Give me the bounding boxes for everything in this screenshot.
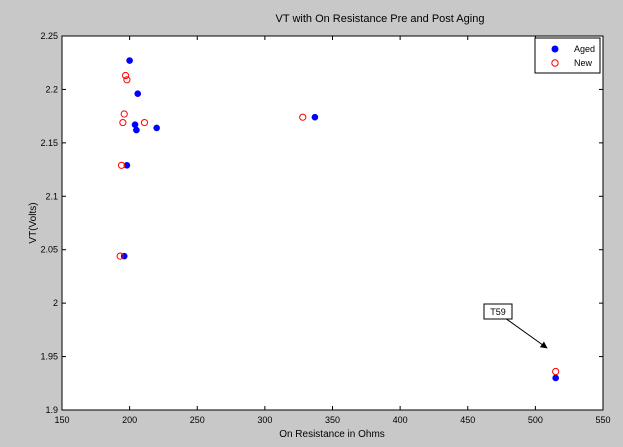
x-tick-label: 300 — [257, 415, 272, 425]
x-tick-label: 500 — [528, 415, 543, 425]
legend-marker-new — [551, 59, 559, 67]
annotation-box — [483, 303, 513, 320]
y-tick-label: 2.25 — [40, 31, 58, 41]
y-axis-ticks: 1.9 1.95 2 2.05 2.1 2.15 2.2 2.25 — [40, 31, 603, 415]
y-axis-label: VT(Volts) — [28, 202, 39, 243]
x-tick-label: 150 — [54, 415, 69, 425]
point-new — [552, 367, 560, 376]
point-aged — [123, 161, 131, 169]
x-tick-label: 350 — [325, 415, 340, 425]
plot-area — [61, 35, 604, 411]
x-axis-label: On Resistance in Ohms — [279, 429, 385, 440]
point-new — [120, 110, 128, 118]
y-tick-label: 2.05 — [40, 245, 58, 255]
annotation: T59 — [483, 303, 548, 349]
legend-label-aged: Aged — [574, 44, 595, 54]
y-tick-label: 1.9 — [45, 405, 58, 415]
legend-marker-aged — [551, 45, 559, 53]
y-tick-label: 1.95 — [40, 352, 58, 362]
point-new — [121, 71, 130, 80]
point-aged — [131, 121, 139, 128]
x-tick-label: 400 — [393, 415, 408, 425]
point-new — [116, 252, 124, 260]
point-new — [140, 118, 149, 127]
chart-title: VT with On Resistance Pre and Post Aging — [276, 13, 485, 25]
point-aged — [134, 90, 142, 98]
point-new — [117, 161, 126, 169]
legend-label-new: New — [574, 58, 593, 68]
x-tick-label: 200 — [122, 415, 137, 425]
point-new — [299, 113, 307, 121]
point-aged — [153, 124, 160, 132]
x-tick-label: 250 — [190, 415, 205, 425]
point-aged — [133, 126, 140, 134]
point-aged — [126, 57, 133, 64]
point-new — [119, 118, 127, 127]
x-axis-ticks: 150 200 250 300 350 400 450 500 550 — [54, 36, 611, 425]
y-tick-label: 2 — [53, 298, 58, 308]
legend: Aged New — [534, 37, 601, 74]
x-tick-label: 450 — [460, 415, 475, 425]
y-tick-label: 2.15 — [40, 138, 58, 148]
y-tick-label: 2.1 — [45, 191, 58, 201]
y-tick-label: 2.2 — [45, 84, 58, 94]
data-points — [116, 57, 560, 382]
x-tick-label: 550 — [595, 415, 610, 425]
legend-box — [534, 37, 601, 74]
annotation-label: T59 — [490, 307, 506, 317]
point-aged — [311, 113, 319, 121]
annotation-arrow — [504, 317, 548, 349]
point-new — [123, 76, 131, 84]
point-aged — [552, 374, 559, 382]
